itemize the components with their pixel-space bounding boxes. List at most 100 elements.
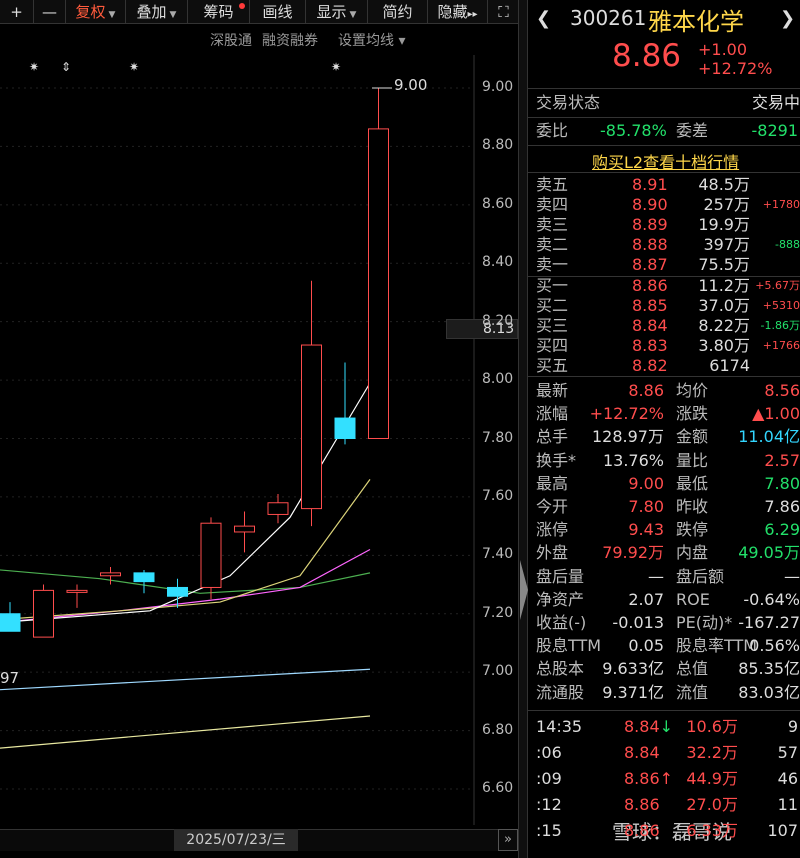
y-tick-label: 7.60 (482, 487, 514, 504)
sell-level-3[interactable]: 卖三 8.89 19.9万 (536, 215, 800, 235)
level-volume: 75.5万 (698, 255, 750, 274)
stat-value: 2.07 (628, 589, 664, 609)
stat-value: 85.35亿 (738, 659, 800, 679)
buy-level-5[interactable]: 买五 8.82 6174 (536, 356, 800, 376)
ma-line (0, 569, 371, 594)
kline-chart[interactable]: ✷ ⇕ ✷ ✷ (0, 55, 518, 825)
candle-body (267, 502, 289, 515)
panel-divider[interactable] (518, 0, 528, 858)
ma-line (0, 715, 371, 749)
fuquan-dropdown[interactable]: 复权 ▼ (66, 0, 126, 24)
ma-line (0, 668, 371, 691)
level-price: 8.89 (632, 215, 668, 234)
stat-row: 最高 9.00 最低 7.80 (536, 473, 800, 495)
stat-value: 83.03亿 (738, 682, 800, 702)
stat-label: 股息TTM (536, 636, 602, 656)
huaxian-button[interactable]: 画线 (250, 0, 306, 24)
fullscreen-icon[interactable]: ⛶ (488, 0, 520, 24)
zoom-in-button[interactable]: + (0, 0, 34, 24)
candle-body (368, 128, 389, 439)
y-tick-label: 8.80 (482, 137, 514, 154)
level-label: 买一 (536, 276, 569, 295)
tick-time: :12 (536, 795, 562, 814)
diejia-dropdown[interactable]: 叠加 ▼ (126, 0, 188, 24)
tick-count: 9 (787, 717, 798, 736)
chart-links: 深股通 融资融券 设置均线 ▾ (200, 30, 440, 52)
collapse-panel-icon[interactable] (520, 560, 528, 620)
tick-volume: 44.9万 (686, 769, 738, 788)
y-tick-label: 6.60 (482, 780, 514, 796)
l2-link[interactable]: 购买L2查看十档行情 (592, 153, 740, 172)
tick-price: 8.84↓ (624, 716, 673, 738)
stat-value: ▲1.00 (752, 404, 800, 424)
level-change: +1766 (762, 339, 800, 352)
level-price: 8.86 (632, 276, 668, 295)
y-tick-label: 6.80 (482, 721, 514, 738)
level-volume: 257万 (703, 195, 750, 214)
stat-label: 净资产 (536, 589, 585, 609)
level-change: +1780 (762, 198, 800, 211)
last-price: 8.86 (612, 38, 682, 74)
buy-level-2[interactable]: 买二 8.85 37.0万 +5310 (536, 296, 800, 316)
price-change-pct: +12.72% (698, 59, 773, 78)
level-price: 8.83 (632, 336, 668, 355)
level-price: 8.90 (632, 195, 668, 214)
level-price: 8.91 (632, 175, 668, 194)
level-volume: 397万 (703, 235, 750, 254)
y-tick-label: 7.40 (482, 546, 514, 563)
stat-label: 涨跌 (676, 404, 709, 424)
candle-body (234, 525, 255, 533)
tick-volume: 6.33万 (686, 821, 738, 840)
chouma-button[interactable]: 筹码 (188, 0, 250, 24)
stat-value: 6.29 (764, 520, 800, 540)
level-label: 买三 (536, 316, 569, 335)
level-price: 8.87 (632, 255, 668, 274)
candle-body (133, 572, 155, 583)
stat-label: 量比 (676, 450, 709, 470)
buy-level-1[interactable]: 买一 8.86 11.2万 +5.67万 (536, 276, 800, 296)
stat-label: 总股本 (536, 659, 585, 679)
stat-value: -0.64% (743, 589, 800, 609)
stat-label: 涨停 (536, 520, 569, 540)
tick-time: :06 (536, 743, 562, 762)
jianyue-button[interactable]: 简约 (368, 0, 428, 24)
buy-level-4[interactable]: 买四 8.83 3.80万 +1766 (536, 336, 800, 356)
ma-line (0, 479, 371, 621)
date-label: 2025/07/23/三 (174, 829, 298, 851)
xianshi-dropdown[interactable]: 显示 ▼ (306, 0, 368, 24)
sell-level-2[interactable]: 卖四 8.90 257万 +1780 (536, 195, 800, 215)
stat-label: 流值 (676, 682, 709, 702)
tick-volume: 32.2万 (686, 743, 738, 762)
level-volume: 37.0万 (698, 296, 750, 315)
yincang-button[interactable]: 隐藏▸▸ (428, 0, 488, 24)
level-volume: 8.22万 (698, 316, 750, 335)
forward-icon[interactable]: ❯ (780, 8, 796, 29)
back-icon[interactable]: ❮ (536, 8, 552, 29)
stat-value: 9.633亿 (602, 659, 664, 679)
sell-level-5[interactable]: 卖一 8.87 75.5万 (536, 255, 800, 275)
tick-row: :15 8.86 6.33万 107 (536, 820, 800, 842)
stat-row: 收益(-) -0.013 PE(动)* -167.27 (536, 612, 800, 634)
sell-level-1[interactable]: 卖五 8.91 48.5万 (536, 175, 800, 195)
stat-row: 流通股 9.371亿 流值 83.03亿 (536, 682, 800, 704)
level-volume: 6174 (709, 356, 750, 375)
sell-level-4[interactable]: 卖二 8.88 397万 -888 (536, 235, 800, 255)
candle-body (66, 589, 88, 593)
level-price: 8.84 (632, 316, 668, 335)
weibi-row: 委比 -85.78% 委差 -8291 (536, 121, 798, 140)
buy-level-3[interactable]: 买三 8.84 8.22万 -1.86万 (536, 316, 800, 336)
zoom-out-button[interactable]: — (34, 0, 66, 24)
level-price: 8.82 (632, 356, 668, 375)
set-ma-link[interactable]: 设置均线 ▾ (338, 33, 406, 49)
shengutong-link[interactable]: 深股通 (210, 33, 252, 49)
scroll-right-icon[interactable]: » (498, 829, 518, 851)
stat-value: +12.72% (589, 404, 664, 424)
candle-body (167, 586, 188, 597)
tick-arrow-icon: ↓ (659, 717, 674, 736)
stat-label: ROE (676, 589, 710, 609)
rongzi-link[interactable]: 融资融券 (262, 33, 318, 49)
event-marker-icon: ✷ (29, 60, 39, 74)
current-price-marker: 8.13 (446, 319, 518, 339)
stat-label: 均价 (676, 381, 709, 400)
stat-label: 最新 (536, 381, 569, 400)
